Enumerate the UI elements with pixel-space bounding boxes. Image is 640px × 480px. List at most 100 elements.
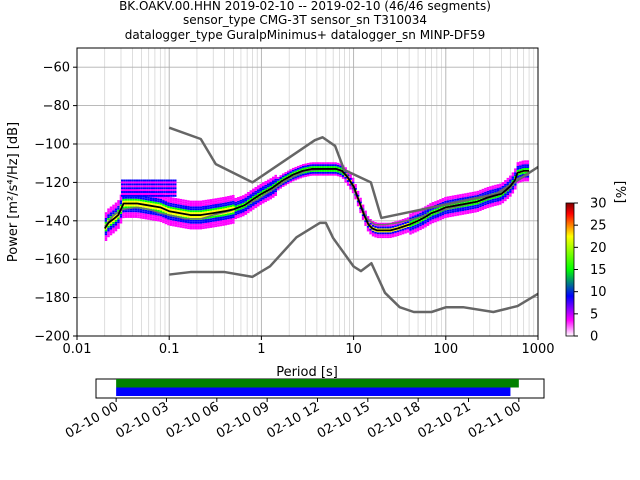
heatmap-cell bbox=[174, 222, 178, 225]
heatmap-cell bbox=[409, 228, 412, 231]
heatmap-cell bbox=[259, 202, 262, 205]
heatmap-cell bbox=[152, 197, 155, 200]
heatmap-cell bbox=[109, 216, 113, 219]
heatmap-cell bbox=[157, 198, 160, 201]
heatmap-cell bbox=[163, 192, 166, 195]
heatmap-cell bbox=[114, 208, 118, 211]
heatmap-cell bbox=[311, 169, 315, 172]
heatmap-cell bbox=[476, 190, 480, 193]
heatmap-cell bbox=[369, 228, 372, 231]
heatmap-cell bbox=[187, 225, 190, 228]
heatmap-cell bbox=[252, 207, 255, 210]
heatmap-cell bbox=[329, 162, 332, 165]
heatmap-cell bbox=[494, 200, 497, 203]
heatmap-cell bbox=[239, 201, 243, 204]
heatmap-cell bbox=[167, 217, 170, 220]
heatmap-cell bbox=[524, 166, 527, 168]
heatmap-cell bbox=[331, 169, 335, 172]
heatmap-cell bbox=[167, 204, 170, 207]
heatmap-cell bbox=[501, 184, 505, 186]
heatmap-cell bbox=[132, 212, 135, 215]
heatmap-cell bbox=[148, 179, 151, 182]
heatmap-cell bbox=[232, 217, 235, 220]
heatmap-cell bbox=[157, 187, 160, 190]
heatmap-cell bbox=[426, 220, 430, 223]
heatmap-cell bbox=[117, 225, 120, 227]
heatmap-cell bbox=[451, 199, 455, 202]
heatmap-cell bbox=[232, 196, 235, 199]
heatmap-cell bbox=[212, 221, 215, 224]
heatmap-cell bbox=[149, 214, 153, 217]
heatmap-cell bbox=[131, 181, 134, 184]
heatmap-cell bbox=[147, 214, 150, 216]
heatmap-cell bbox=[434, 214, 437, 217]
heatmap-cell bbox=[396, 220, 400, 223]
heatmap-cell bbox=[144, 205, 148, 208]
heatmap-cell bbox=[199, 206, 203, 209]
heatmap-cell bbox=[125, 183, 128, 186]
heatmap-cell bbox=[454, 195, 457, 197]
heatmap-cell bbox=[394, 232, 397, 235]
heatmap-cell bbox=[194, 206, 198, 209]
heatmap-cell bbox=[271, 182, 275, 185]
heatmap-cell bbox=[276, 176, 280, 179]
heatmap-cell bbox=[131, 179, 134, 182]
heatmap-cell bbox=[229, 218, 233, 221]
heatmap-cell bbox=[394, 227, 397, 230]
heatmap-cell bbox=[489, 186, 492, 189]
heatmap-cell bbox=[199, 200, 203, 203]
heatmap-cell bbox=[294, 168, 297, 171]
heatmap-cell bbox=[184, 219, 188, 221]
heatmap-cell bbox=[154, 203, 158, 206]
heatmap-cell bbox=[112, 216, 115, 219]
heatmap-cell bbox=[326, 162, 330, 165]
heatmap-cell bbox=[364, 210, 367, 213]
heatmap-cell bbox=[394, 229, 397, 231]
heatmap-cell bbox=[120, 181, 124, 184]
heatmap-cell bbox=[202, 209, 205, 212]
heatmap-cell bbox=[152, 203, 155, 206]
heatmap-cell bbox=[334, 162, 337, 165]
heatmap-cell bbox=[257, 202, 260, 205]
heatmap-cell bbox=[509, 190, 512, 193]
heatmap-cell bbox=[491, 197, 495, 199]
heatmap-cell bbox=[172, 201, 175, 204]
heatmap-cell bbox=[269, 195, 272, 198]
heatmap-cell bbox=[511, 174, 515, 177]
heatmap-cell bbox=[209, 220, 213, 223]
heatmap-cell bbox=[144, 179, 147, 182]
heatmap-cell bbox=[501, 182, 505, 185]
heatmap-cell bbox=[349, 183, 352, 186]
heatmap-cell bbox=[169, 206, 173, 209]
heatmap-cell bbox=[429, 205, 432, 208]
heatmap-cell bbox=[309, 170, 312, 173]
heatmap-cell bbox=[232, 221, 235, 224]
heatmap-cell bbox=[159, 204, 163, 207]
heatmap-cell bbox=[274, 178, 277, 181]
heatmap-cell bbox=[187, 204, 190, 207]
heatmap-cell bbox=[504, 181, 507, 184]
heatmap-cell bbox=[144, 191, 147, 193]
heatmap-cell bbox=[134, 204, 138, 207]
heatmap-cell bbox=[466, 194, 470, 197]
heatmap-cell bbox=[257, 200, 260, 203]
heatmap-cell bbox=[204, 209, 208, 212]
heatmap-cell bbox=[314, 169, 317, 172]
heatmap-cell bbox=[346, 183, 350, 186]
heatmap-cell bbox=[199, 210, 203, 213]
heatmap-cell bbox=[411, 216, 415, 219]
heatmap-cell bbox=[486, 192, 490, 195]
heatmap-cell bbox=[334, 164, 337, 167]
heatmap-cell bbox=[217, 215, 220, 218]
heatmap-cell bbox=[153, 187, 156, 190]
heatmap-cell bbox=[526, 166, 530, 168]
heatmap-cell bbox=[406, 217, 410, 220]
heatmap-cell bbox=[309, 164, 312, 167]
heatmap-cell bbox=[164, 210, 168, 213]
heatmap-cell bbox=[519, 169, 522, 171]
heatmap-cell bbox=[416, 214, 420, 217]
heatmap-cell bbox=[177, 202, 180, 205]
heatmap-cell bbox=[159, 198, 163, 201]
